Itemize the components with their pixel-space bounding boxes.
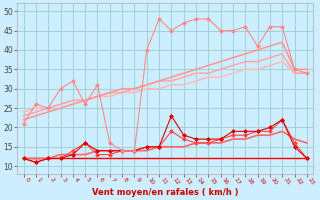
X-axis label: Vent moyen/en rafales ( km/h ): Vent moyen/en rafales ( km/h ) xyxy=(92,188,238,197)
